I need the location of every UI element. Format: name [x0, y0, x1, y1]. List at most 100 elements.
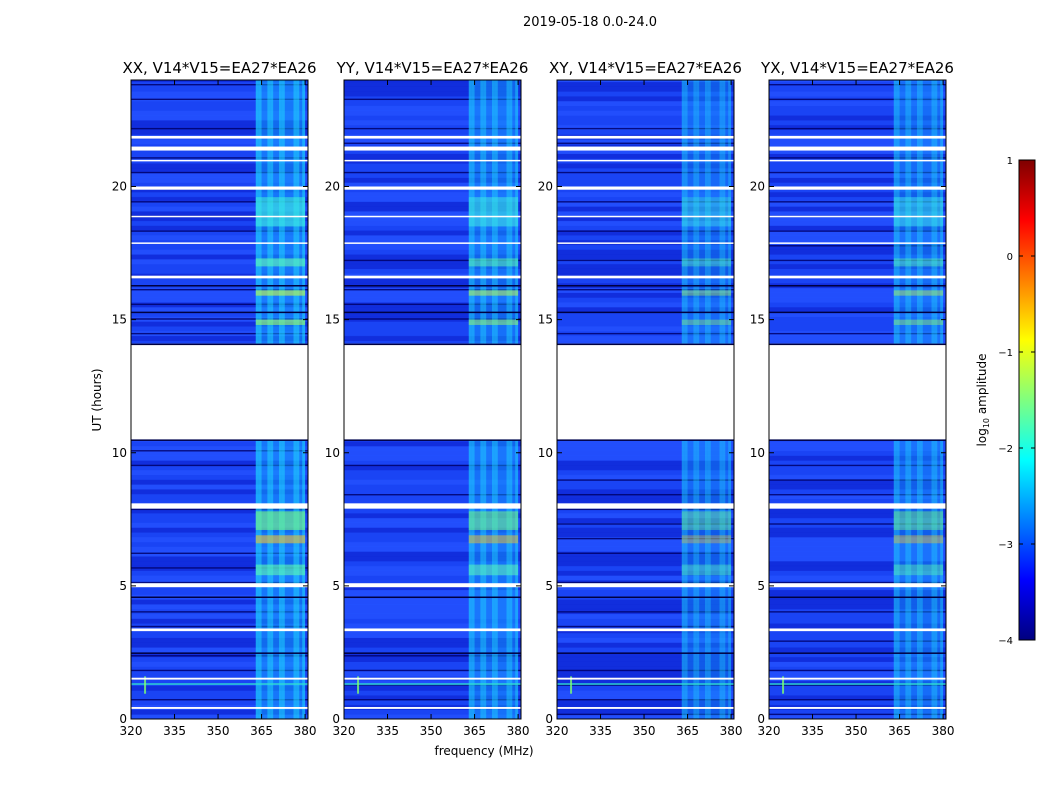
noise-row — [344, 230, 521, 236]
noise-row — [769, 258, 946, 265]
dark-line — [344, 171, 521, 174]
noise-row — [769, 91, 946, 97]
noise-row — [769, 551, 946, 557]
noise-row — [131, 560, 308, 567]
noise-row — [131, 671, 308, 677]
x-tick-label: 380 — [720, 724, 743, 738]
noise-row — [557, 124, 734, 131]
noise-row — [344, 268, 521, 274]
noise-row — [344, 508, 521, 514]
noise-row — [557, 536, 734, 543]
noise-row — [131, 244, 308, 250]
colorbar-tick-label: −2 — [998, 444, 1013, 455]
noise-row — [557, 215, 734, 222]
noise-row — [769, 306, 946, 313]
rfi-patch — [255, 511, 306, 530]
noise-row — [769, 623, 946, 629]
dark-line — [769, 669, 946, 672]
noise-row — [344, 153, 521, 159]
dark-line — [557, 699, 734, 701]
noise-row — [344, 249, 521, 255]
noise-row — [769, 474, 946, 480]
dark-line — [131, 83, 308, 86]
noise-row — [344, 124, 521, 131]
noise-row — [557, 278, 734, 284]
dark-line — [769, 523, 946, 525]
dark-line — [344, 127, 521, 130]
dark-line — [344, 439, 521, 441]
noise-row — [131, 450, 308, 456]
noise-row — [557, 258, 734, 265]
noise-row — [344, 685, 521, 691]
dark-line — [131, 464, 308, 467]
colorbar-tick-label: 1 — [1007, 156, 1013, 167]
noise-row — [131, 326, 308, 332]
dark-line — [557, 142, 734, 144]
rfi-patch — [468, 290, 519, 296]
missing-data — [557, 159, 734, 162]
dark-line — [557, 652, 734, 654]
dark-line — [557, 552, 734, 554]
noise-row — [769, 661, 946, 667]
x-tick-label: 320 — [333, 724, 356, 738]
missing-data — [769, 135, 946, 139]
noise-row — [557, 340, 734, 346]
noise-row — [131, 340, 308, 346]
glitch-spike — [357, 676, 360, 694]
noise-row — [557, 469, 734, 476]
rfi-patch — [681, 319, 732, 325]
noise-row — [557, 450, 734, 456]
noise-row — [131, 508, 308, 514]
noise-row — [557, 148, 734, 154]
noise-row — [557, 80, 734, 83]
noise-row — [557, 210, 734, 217]
noise-row — [769, 527, 946, 533]
noise-row — [557, 685, 734, 691]
colorbar-ticks: 1 0 −1 −2 −3 −4 — [998, 156, 1035, 647]
noise-row — [769, 335, 946, 341]
noise-row — [344, 143, 521, 150]
noise-row — [769, 517, 946, 524]
dark-line — [131, 699, 308, 701]
missing-data — [557, 628, 734, 632]
missing-data — [344, 343, 521, 440]
missing-data — [769, 275, 946, 279]
missing-data — [769, 707, 946, 709]
missing-data — [131, 628, 308, 632]
missing-data — [131, 242, 308, 244]
dark-line — [131, 625, 308, 628]
noise-row — [557, 244, 734, 250]
panel-frame — [768, 79, 947, 720]
noise-row — [344, 139, 521, 145]
dark-line — [131, 508, 308, 511]
dark-line — [344, 669, 521, 672]
dark-line — [131, 567, 308, 569]
noise-row — [557, 172, 734, 178]
x-tick-label: 350 — [633, 724, 656, 738]
noise-row — [769, 100, 946, 107]
noise-row — [557, 239, 734, 246]
noise-row — [344, 570, 521, 576]
noise-row — [769, 340, 946, 346]
noise-row — [344, 541, 521, 547]
rfi-patch — [255, 290, 306, 296]
missing-data — [557, 242, 734, 244]
noise-row — [769, 484, 946, 490]
noise-row — [557, 671, 734, 677]
noise-row — [344, 191, 521, 198]
rfi-patch — [255, 197, 306, 227]
noise-row — [131, 460, 308, 466]
x-axis-label: frequency (MHz) — [434, 744, 533, 758]
noise-row — [344, 464, 521, 471]
noise-row — [344, 560, 521, 567]
noise-row — [344, 321, 521, 327]
dark-line — [131, 655, 308, 657]
panel-frame — [130, 79, 309, 720]
noise-row — [769, 316, 946, 322]
noise-row — [344, 661, 521, 667]
y-tick-label: 0 — [119, 712, 127, 726]
dark-line — [557, 259, 734, 262]
noise-row — [131, 80, 308, 83]
noise-row — [131, 292, 308, 298]
noise-row — [557, 709, 734, 715]
